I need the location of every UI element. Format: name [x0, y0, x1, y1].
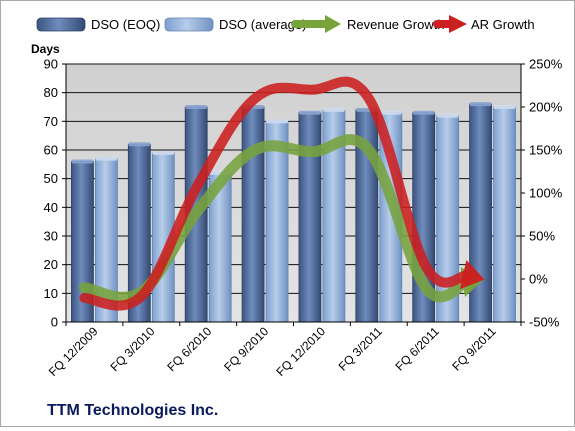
- right-tick-label: 150%: [529, 143, 563, 158]
- bar-dso-eoq-cap: [71, 159, 94, 164]
- x-tick-label: FQ 12/2009: [46, 324, 101, 379]
- chart-title: TTM Technologies Inc.: [47, 402, 218, 419]
- left-tick-label: 90: [44, 57, 58, 72]
- left-tick-label: 10: [44, 286, 58, 301]
- x-tick-label: FQ 9/2011: [449, 324, 499, 374]
- legend-arrowhead-ar-growth: [449, 15, 467, 33]
- right-tick-label: 50%: [529, 229, 555, 244]
- legend: DSO (EOQ) DSO (average) Revenue Growth A…: [36, 15, 535, 33]
- bar-dso-average-cap: [95, 156, 118, 161]
- line-ar-growth: [79, 76, 472, 311]
- x-tick-label: FQ 12/2010: [273, 324, 328, 379]
- right-axis-ticks: -50% 0% 50% 100% 150% 200% 250%: [521, 57, 563, 330]
- left-tick-label: 20: [44, 257, 58, 272]
- bar-dso-eoq-cap: [469, 102, 492, 107]
- bar-dso-eoq: [298, 112, 322, 323]
- right-tick-label: 100%: [529, 186, 563, 201]
- legend-swatch-dso-average: [164, 17, 214, 32]
- left-tick-label: 30: [44, 229, 58, 244]
- right-tick-label: 200%: [529, 100, 563, 115]
- legend-item-revenue-growth: Revenue Growth: [291, 15, 445, 33]
- bar-dso-eoq-cap: [128, 142, 151, 147]
- left-tick-label: 60: [44, 143, 58, 158]
- legend-label-revenue-growth: Revenue Growth: [347, 17, 445, 32]
- left-tick-label: 50: [44, 171, 58, 186]
- left-tick-label: 0: [51, 315, 58, 330]
- left-axis-label: Days: [31, 42, 60, 56]
- bar-dso-average-cap: [322, 107, 345, 112]
- right-tick-label: 250%: [529, 57, 563, 72]
- arrowhead-ar-growth: [459, 259, 485, 290]
- legend-label-dso-average: DSO (average): [219, 17, 306, 32]
- bar-dso-average-cap: [379, 110, 402, 115]
- bar-dso-eoq-cap: [298, 110, 321, 115]
- x-tick-label: FQ 6/2011: [392, 324, 442, 374]
- bar-dso-average: [493, 106, 516, 323]
- x-axis-ticks: FQ 12/2009 FQ 3/2010 FQ 6/2010 FQ 9/2010 FQ …: [46, 322, 522, 379]
- legend-label-dso-eoq: DSO (EOQ): [91, 17, 160, 32]
- left-tick-label: 70: [44, 114, 58, 129]
- bar-dso-average-cap: [266, 119, 289, 124]
- legend-item-dso-average: DSO (average): [164, 17, 306, 32]
- x-tick-label: FQ 6/2010: [164, 324, 214, 374]
- bar-dso-average-cap: [436, 113, 459, 118]
- bar-dso-average-cap: [152, 150, 175, 155]
- left-tick-label: 80: [44, 85, 58, 100]
- legend-item-dso-eoq: DSO (EOQ): [36, 17, 160, 32]
- bar-dso-eoq: [241, 106, 265, 323]
- bar-dso-eoq-cap: [185, 105, 208, 109]
- right-tick-label: 0%: [529, 272, 548, 287]
- bar-dso-average-cap: [493, 105, 516, 109]
- left-axis-ticks: 0 10 20 30 40 50 60 70 80 90: [44, 57, 66, 330]
- x-tick-label: FQ 3/2010: [107, 324, 157, 374]
- left-tick-label: 40: [44, 200, 58, 215]
- legend-arrowhead-revenue-growth: [325, 15, 341, 33]
- growth-lines-group: [78, 76, 485, 311]
- legend-label-ar-growth: AR Growth: [471, 17, 535, 32]
- x-tick-label: FQ 3/2011: [336, 324, 386, 374]
- bar-dso-eoq-cap: [412, 110, 435, 115]
- right-tick-label: -50%: [529, 315, 560, 330]
- x-tick-label: FQ 9/2010: [221, 324, 271, 374]
- legend-item-ar-growth: AR Growth: [433, 15, 535, 33]
- legend-swatch-dso-eoq: [36, 17, 86, 32]
